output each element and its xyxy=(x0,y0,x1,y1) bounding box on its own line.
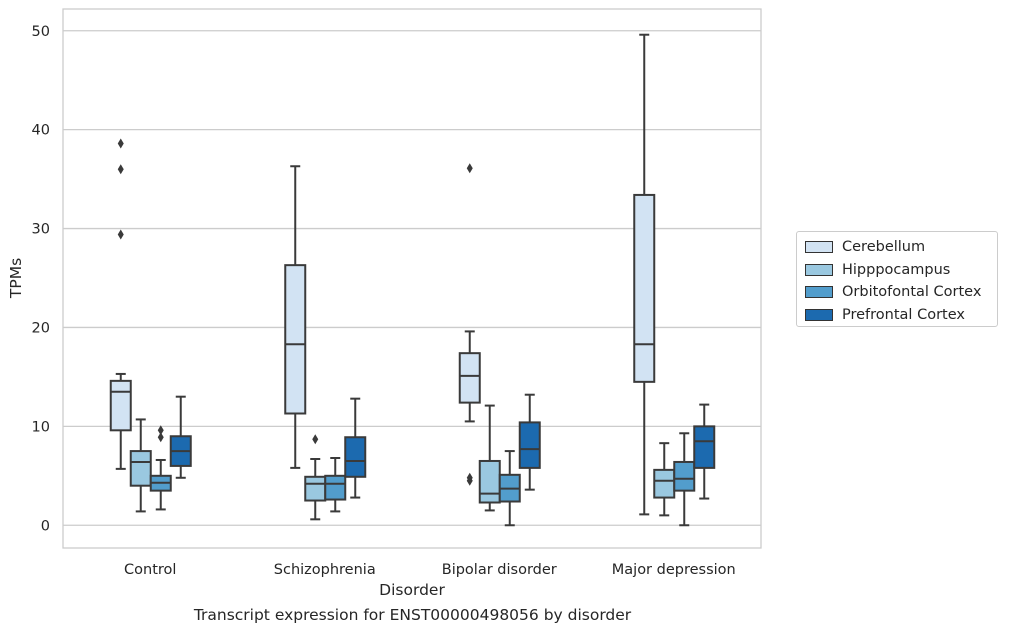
outlier-point xyxy=(117,164,124,175)
box-2-4 xyxy=(653,442,676,517)
gridlines xyxy=(63,30,761,526)
x-tick-labels: Control Schizophrenia Bipolar disorder Majo… xyxy=(124,562,736,578)
legend-item-1: Cerebellum xyxy=(805,236,997,259)
legend-swatch xyxy=(805,263,833,276)
y-tick-label-0: 0 xyxy=(41,518,50,534)
plot-frame xyxy=(62,8,762,549)
x-tick-label-3: Bipolar disorder xyxy=(442,562,557,578)
legend-label: Hipppocampus xyxy=(842,261,951,278)
box-3-3 xyxy=(498,450,521,527)
legend-label: Cerebellum xyxy=(842,239,926,256)
y-tick-label-10: 10 xyxy=(32,419,50,435)
y-tick-label-40: 40 xyxy=(32,123,50,139)
box-iqr xyxy=(673,460,696,492)
outlier-point xyxy=(117,138,124,149)
box-1-4 xyxy=(633,33,656,516)
box-1-1 xyxy=(109,138,132,470)
y-tick-labels: 0 10 20 30 40 50 xyxy=(32,24,50,534)
box-3-1 xyxy=(149,425,172,511)
box-3-2 xyxy=(324,457,347,513)
x-tick-label-1: Control xyxy=(124,562,176,578)
figure-caption: Transcript expression for ENST0000049805… xyxy=(193,606,632,624)
box-2-2 xyxy=(304,434,327,521)
legend-label: Orbitofontal Cortex xyxy=(842,284,982,301)
box-iqr xyxy=(344,436,367,478)
box-4-1 xyxy=(169,395,192,479)
box-2-1 xyxy=(129,418,152,513)
legend-item-4: Prefrontal Cortex xyxy=(805,304,997,327)
y-tick-label-30: 30 xyxy=(32,222,50,238)
box-groups xyxy=(109,33,716,527)
y-tick-label-50: 50 xyxy=(32,24,50,40)
box-2-3 xyxy=(478,404,501,512)
box-iqr xyxy=(109,379,132,432)
box-iqr xyxy=(633,193,656,383)
box-4-2 xyxy=(344,397,367,499)
box-4-4 xyxy=(693,403,716,500)
outlier-point xyxy=(312,434,319,445)
box-iqr xyxy=(693,425,716,469)
legend-swatch xyxy=(805,241,833,254)
legend: Cerebellum Hipppocampus Orbitofontal Corte… xyxy=(796,231,998,327)
legend-swatch xyxy=(805,286,833,299)
box-1-3 xyxy=(458,163,481,486)
outlier-point xyxy=(466,163,473,174)
outlier-point xyxy=(157,432,164,443)
box-iqr xyxy=(653,468,676,499)
x-axis-title: Disorder xyxy=(379,581,445,599)
outlier-point xyxy=(157,425,164,436)
x-tick-label-2: Schizophrenia xyxy=(274,562,376,578)
legend-label: Prefrontal Cortex xyxy=(842,306,965,323)
y-axis-title: TPMs xyxy=(7,258,25,299)
box-iqr xyxy=(304,475,327,502)
box-iqr xyxy=(518,421,541,469)
outlier-point xyxy=(466,472,473,483)
box-iqr xyxy=(324,474,347,501)
box-iqr xyxy=(458,352,481,404)
legend-item-2: Hipppocampus xyxy=(805,259,997,282)
box-4-3 xyxy=(518,393,541,491)
y-tick-label-20: 20 xyxy=(32,320,50,336)
x-tick-label-4: Major depression xyxy=(612,562,736,578)
box-1-2 xyxy=(284,165,307,469)
box-iqr xyxy=(478,459,501,504)
box-3-4 xyxy=(673,432,696,527)
outlier-point xyxy=(117,229,124,240)
legend-item-3: Orbitofontal Cortex xyxy=(805,281,997,304)
box-iqr xyxy=(284,264,307,415)
box-iqr xyxy=(129,450,152,487)
legend-swatch xyxy=(805,308,833,321)
